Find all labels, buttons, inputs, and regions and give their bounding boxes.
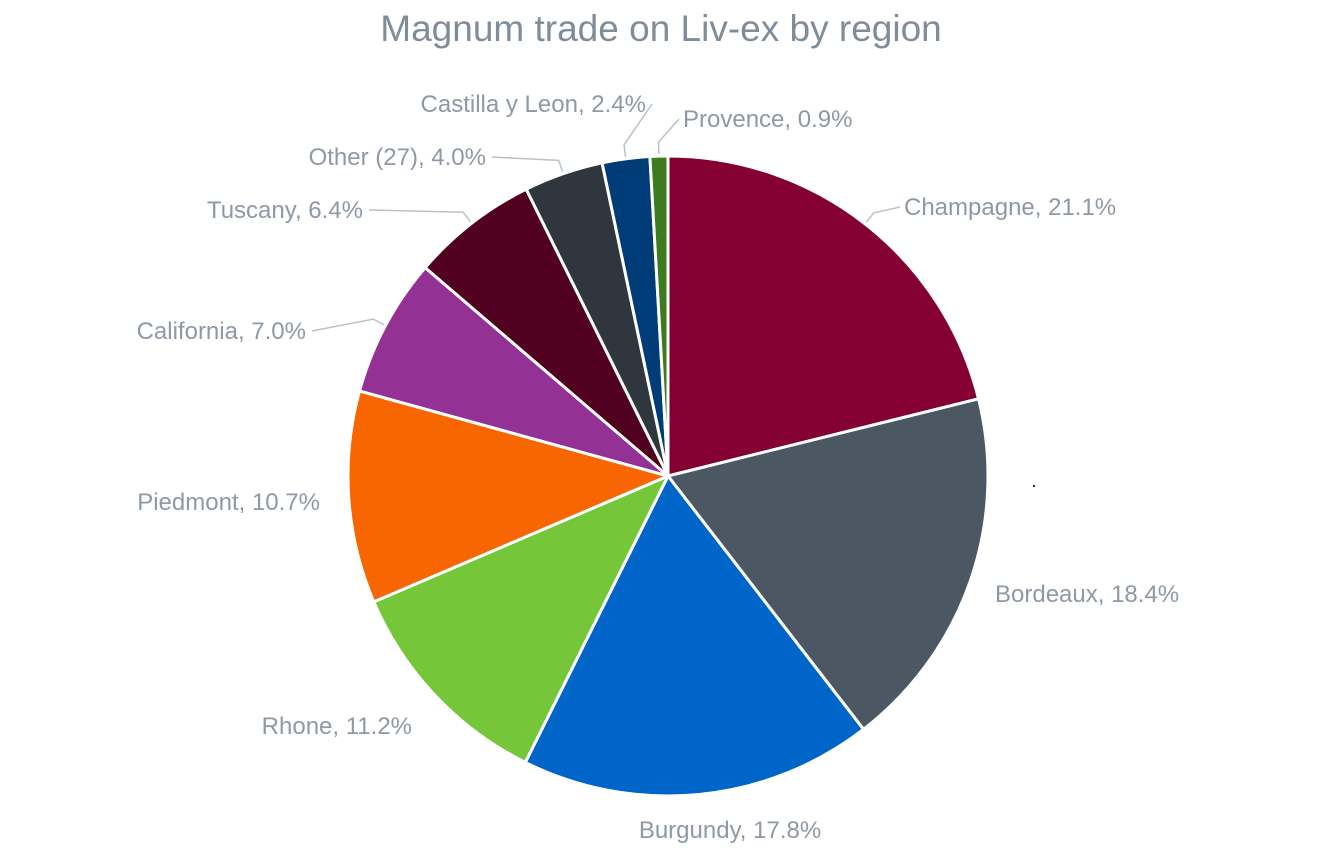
data-label: Castilla y Leon, 2.4% bbox=[421, 91, 646, 118]
data-label: Champagne, 21.1% bbox=[904, 194, 1116, 221]
pie-slice-california bbox=[358, 266, 670, 478]
pie-slice-rhone bbox=[372, 474, 670, 764]
leader-line bbox=[311, 318, 385, 332]
pie-slice-piedmont bbox=[346, 389, 670, 604]
stray-dot bbox=[1032, 484, 1036, 488]
data-label: Provence, 0.9% bbox=[683, 106, 852, 133]
leader-line bbox=[865, 206, 901, 223]
labels-layer: Champagne, 21.1% Bordeaux, 18.4% Burgundy,… bbox=[137, 91, 1180, 844]
chart-title: Magnum trade on Liv-ex by region bbox=[380, 8, 942, 49]
data-label: Burgundy, 17.8% bbox=[639, 817, 821, 844]
data-label: California, 7.0% bbox=[137, 318, 306, 345]
pie-slice-tuscany bbox=[423, 187, 670, 478]
leader-lines-layer bbox=[311, 103, 901, 332]
data-label: Tuscany, 6.4% bbox=[207, 197, 363, 224]
data-label: Bordeaux, 18.4% bbox=[995, 581, 1179, 608]
pie-slice-bordeaux bbox=[666, 397, 990, 731]
data-label: Other (27), 4.0% bbox=[309, 144, 486, 171]
pie-slice-provence bbox=[648, 154, 670, 478]
leader-line bbox=[491, 156, 564, 172]
leader-line bbox=[657, 118, 680, 155]
data-label: Rhone, 11.2% bbox=[262, 713, 412, 740]
pie-slice-champagne bbox=[666, 154, 981, 478]
leader-line bbox=[368, 209, 472, 223]
pie-slice-burgundy bbox=[523, 474, 865, 798]
data-label: Piedmont, 10.7% bbox=[137, 489, 320, 516]
slices-layer bbox=[346, 154, 990, 798]
leader-line bbox=[623, 103, 653, 157]
